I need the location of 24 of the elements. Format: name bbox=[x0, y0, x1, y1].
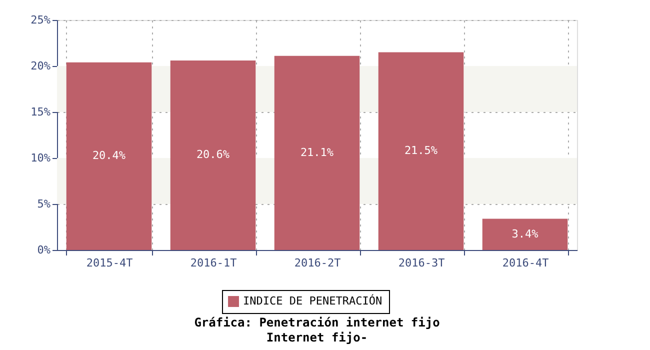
y-tick-label: 15% bbox=[30, 106, 51, 118]
y-tick-label: 25% bbox=[30, 14, 51, 26]
bar bbox=[378, 52, 464, 250]
data-label: 21.5% bbox=[404, 144, 438, 158]
data-label: 21.1% bbox=[300, 146, 334, 159]
text: Gráfica: Penetración internet fijo bbox=[194, 316, 440, 330]
y-tick-label: 10% bbox=[30, 152, 51, 164]
x-tick-label: 2016-3T bbox=[398, 256, 446, 270]
text: Internet fijo- bbox=[266, 330, 368, 344]
data-label: 20.6% bbox=[196, 148, 230, 162]
bar bbox=[274, 56, 360, 250]
bar bbox=[66, 62, 152, 250]
x-tick-label: 2016-1T bbox=[190, 256, 238, 270]
y-tick-label: 5% bbox=[37, 198, 51, 210]
x-tick-label: 2016-2T bbox=[294, 256, 342, 270]
bar bbox=[482, 218, 568, 250]
x-tick-label: 2015-4T bbox=[86, 256, 134, 270]
data-label: 20.4% bbox=[92, 149, 126, 162]
x-tick-label: 2016-4T bbox=[502, 256, 550, 270]
bar bbox=[170, 60, 256, 250]
y-tick-label: 20% bbox=[30, 60, 51, 72]
data-label: 3.4% bbox=[512, 227, 539, 240]
y-tick-label: 0% bbox=[37, 244, 51, 256]
legend-label: INDICE DE PENETRACIÓN bbox=[243, 294, 382, 308]
